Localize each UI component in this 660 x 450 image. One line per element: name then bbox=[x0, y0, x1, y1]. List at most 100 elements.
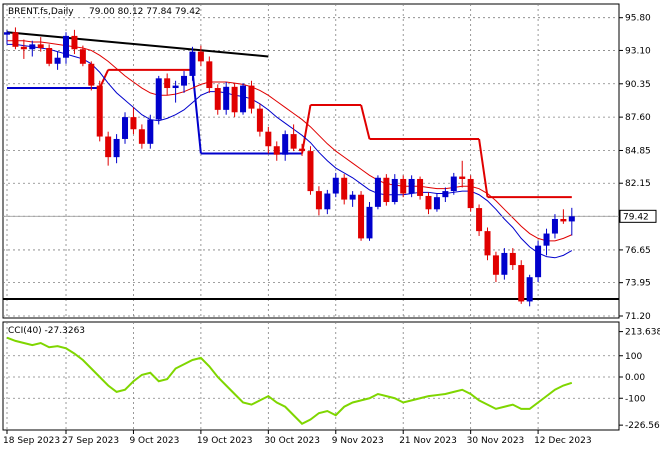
candle-body bbox=[130, 117, 137, 130]
candle-body bbox=[214, 88, 221, 110]
stop-levels bbox=[7, 68, 572, 199]
candle-body bbox=[501, 252, 508, 275]
candle-body bbox=[366, 206, 373, 239]
price-panel-border bbox=[2, 3, 620, 319]
price-tick-label: 90.35 bbox=[625, 80, 651, 90]
candle-body bbox=[88, 63, 95, 86]
candle-body bbox=[181, 75, 188, 86]
candle-body bbox=[543, 233, 550, 246]
candle-body bbox=[509, 252, 516, 266]
candle-body bbox=[223, 86, 230, 110]
stop-level-step bbox=[360, 104, 371, 140]
candle-body bbox=[492, 255, 499, 275]
candle-body bbox=[324, 193, 331, 210]
ohlc-readout: 79.00 80.12 77.84 79.42 bbox=[89, 7, 201, 17]
candle-body bbox=[560, 218, 567, 222]
cci-panel-title: CCI(40) -27.3263 bbox=[8, 326, 85, 336]
candle-body bbox=[248, 85, 255, 109]
candle-body bbox=[12, 32, 19, 47]
candle-body bbox=[484, 231, 491, 256]
price-tick-label: 95.80 bbox=[625, 14, 651, 24]
candle-body bbox=[551, 218, 558, 234]
cci-tick-label: 100 bbox=[625, 352, 642, 362]
candle-body bbox=[299, 148, 306, 152]
candle-body bbox=[476, 208, 483, 232]
candle-body bbox=[442, 191, 449, 198]
candle-body bbox=[518, 265, 525, 302]
candle-body bbox=[206, 61, 213, 89]
candle-body bbox=[20, 46, 27, 50]
candle-body bbox=[526, 277, 533, 302]
candle-body bbox=[450, 176, 457, 192]
price-tick-label: 93.10 bbox=[625, 46, 651, 56]
time-tick-label: 18 Sep 2023 bbox=[3, 436, 60, 446]
candle-body bbox=[189, 51, 196, 76]
price-tick-label: 71.20 bbox=[625, 312, 651, 322]
cci-tick-label: 213.6382 bbox=[625, 328, 660, 338]
price-tick-label: 84.85 bbox=[625, 146, 651, 156]
candle-body bbox=[433, 197, 440, 210]
candle-body bbox=[417, 178, 424, 196]
price-tick-label: 76.65 bbox=[625, 246, 651, 256]
candle-body bbox=[63, 35, 70, 58]
cci-panel-border bbox=[2, 321, 620, 431]
candle-body bbox=[400, 178, 407, 194]
candle-body bbox=[54, 57, 61, 64]
candle-body bbox=[391, 178, 398, 203]
candle-body bbox=[265, 131, 272, 147]
cci-series bbox=[6, 336, 573, 425]
candle-body bbox=[358, 194, 365, 239]
time-tick-label: 9 Nov 2023 bbox=[332, 436, 384, 446]
candle-body bbox=[138, 129, 145, 144]
time-tick-label: 27 Sep 2023 bbox=[62, 436, 119, 446]
stop-level-step bbox=[301, 104, 312, 154]
trendline bbox=[6, 31, 269, 58]
candle-body bbox=[197, 51, 204, 62]
candle-body bbox=[383, 177, 390, 203]
price-tick-label: 82.15 bbox=[625, 179, 651, 189]
candle-body bbox=[307, 151, 314, 192]
last-price-label: 79.42 bbox=[623, 212, 649, 222]
candle-body bbox=[282, 134, 289, 155]
time-tick-label: 9 Oct 2023 bbox=[129, 436, 179, 446]
candle-body bbox=[37, 44, 44, 49]
candle-body bbox=[113, 138, 120, 158]
candle-body bbox=[4, 32, 10, 35]
candle-body bbox=[332, 177, 339, 194]
candle-body bbox=[79, 49, 86, 64]
candle-body bbox=[467, 178, 474, 209]
candle-body bbox=[341, 177, 348, 200]
cci-tick-label: -100 bbox=[625, 394, 646, 404]
candle-body bbox=[290, 134, 297, 149]
stop-level-step bbox=[478, 138, 489, 198]
candle-body bbox=[71, 35, 78, 50]
candle-body bbox=[535, 245, 542, 278]
candle-body bbox=[425, 195, 432, 210]
candle-body bbox=[408, 178, 415, 194]
candle-body bbox=[147, 119, 154, 144]
candle-body bbox=[374, 177, 381, 207]
time-tick-label: 30 Nov 2023 bbox=[467, 436, 525, 446]
fast-moving-average bbox=[7, 43, 573, 259]
candle-body bbox=[459, 176, 466, 179]
candle-body bbox=[155, 78, 162, 120]
time-tick-label: 30 Oct 2023 bbox=[264, 436, 320, 446]
time-tick-label: 12 Dec 2023 bbox=[534, 436, 592, 446]
candle-body bbox=[349, 194, 356, 200]
candle-body bbox=[315, 191, 322, 210]
slow-moving-average bbox=[7, 40, 573, 242]
candle-body bbox=[568, 216, 575, 222]
cci-tick-label: -226.562 bbox=[625, 421, 660, 431]
candle-body bbox=[122, 117, 129, 139]
cci-line bbox=[6, 336, 573, 425]
price-panel-title: BRENT.fs,Daily bbox=[8, 7, 74, 17]
stop-level-step bbox=[191, 69, 202, 154]
stop-level-step bbox=[98, 69, 110, 89]
candles bbox=[4, 27, 575, 307]
axis-labels: 95.80 93.10 90.35 87.60 84.85 82.15 76.65 73.95… bbox=[3, 14, 660, 446]
time-tick-label: 19 Oct 2023 bbox=[197, 436, 253, 446]
price-tick-label: 87.60 bbox=[625, 113, 651, 123]
candle-body bbox=[29, 44, 36, 50]
candle-body bbox=[172, 85, 179, 89]
